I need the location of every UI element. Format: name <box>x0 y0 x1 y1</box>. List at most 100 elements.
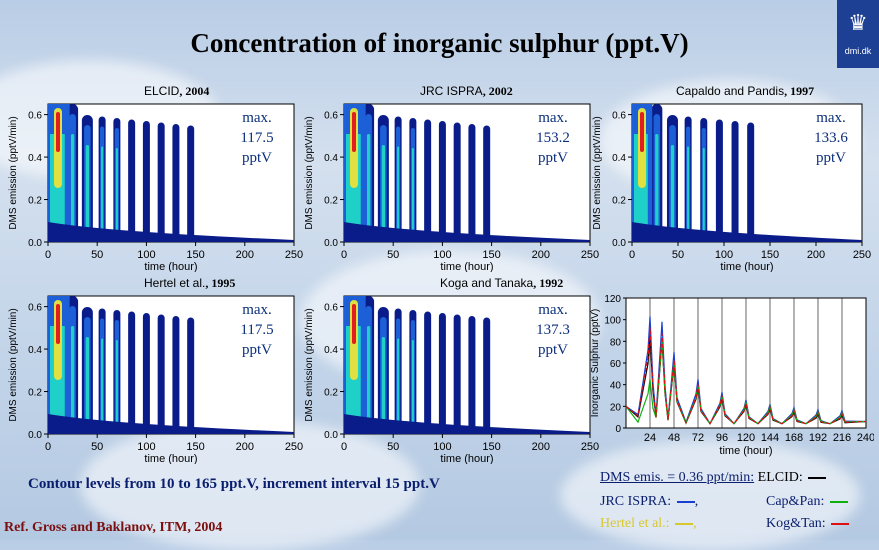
contour-band <box>670 145 675 242</box>
y-tick-label: 120 <box>604 294 621 305</box>
legend-kogtan-line <box>831 522 850 525</box>
x-axis-label: time (hour) <box>720 261 773 272</box>
contour-band <box>366 134 371 242</box>
contour-band <box>187 125 195 242</box>
y-tick-label: 0.6 <box>324 111 338 122</box>
x-axis-label: time (hour) <box>440 453 493 464</box>
contour-floor <box>344 414 590 434</box>
contour-band <box>381 145 386 242</box>
contour-band <box>468 316 476 434</box>
x-tick-label: 100 <box>433 249 451 261</box>
contour-band <box>128 119 136 242</box>
y-tick-label: 0.2 <box>28 196 42 207</box>
x-tick-label: 96 <box>716 432 728 444</box>
x-axis-label: time (hour) <box>144 261 197 272</box>
contour-band <box>157 314 165 434</box>
max-unit: pptV <box>242 342 272 358</box>
contour-band <box>187 317 195 434</box>
x-tick-label: 200 <box>236 249 254 261</box>
contour-peak <box>56 304 60 344</box>
x-tick-label: 168 <box>785 432 803 444</box>
panel-model-label: JRC ISPRA, 2002 <box>420 84 513 99</box>
y-axis-label: DMS emission (pptV/min) <box>592 116 603 229</box>
x-tick-label: 120 <box>737 432 755 444</box>
contour-band <box>411 340 414 434</box>
dmi-logo: ♛ dmi.dk <box>837 0 879 68</box>
panel-model-label: Capaldo and Pandis, 1997 <box>676 84 814 99</box>
panel-model-label: Hertel et al., 1995 <box>144 276 235 291</box>
legend-elcid-line <box>808 476 827 479</box>
y-tick-label: 0.4 <box>28 345 42 356</box>
x-axis-label: time (hour) <box>719 445 772 457</box>
x-tick-label: 100 <box>137 441 155 453</box>
x-axis-label: time (hour) <box>440 261 493 272</box>
contour-band <box>70 326 75 434</box>
y-tick-label: 0 <box>615 424 621 435</box>
contour-band <box>438 313 446 434</box>
logo-text: dmi.dk <box>844 46 872 56</box>
crown-icon: ♛ <box>848 10 868 35</box>
x-tick-label: 0 <box>45 441 51 453</box>
max-unit: pptV <box>242 150 272 166</box>
y-tick-label: 0.2 <box>324 196 338 207</box>
contour-band <box>411 148 414 242</box>
x-tick-label: 250 <box>581 249 599 261</box>
legend-hertel-sep: , <box>693 516 697 531</box>
x-tick-label: 200 <box>532 249 550 261</box>
series-line-kogtan <box>625 327 867 425</box>
y-tick-label: 0.6 <box>28 111 42 122</box>
panel-model-name: Hertel et al. <box>144 276 206 290</box>
legend-line-3: Hertel et al.: , <box>600 516 697 532</box>
contour-band <box>747 122 755 242</box>
contour-band <box>715 119 723 242</box>
x-tick-label: 200 <box>807 249 825 261</box>
legend-jrc-line <box>676 500 695 503</box>
contour-peak <box>640 112 644 152</box>
x-tick-label: 150 <box>186 249 204 261</box>
contour-floor <box>344 222 590 242</box>
x-tick-label: 200 <box>532 441 550 453</box>
y-axis-label: Inorganic Sulphur (pptV) <box>590 309 601 417</box>
max-value: 133.6 <box>814 130 848 146</box>
x-tick-label: 192 <box>809 432 827 444</box>
contour-band <box>115 148 118 242</box>
x-tick-label: 144 <box>761 432 779 444</box>
contour-band <box>483 125 491 242</box>
panel-model-name: Capaldo and Pandis <box>676 84 785 98</box>
contour-band <box>483 317 491 434</box>
contour-band <box>381 337 386 434</box>
legend-hertel-line <box>675 522 694 525</box>
max-value-box: max. 117.5 pptV <box>232 108 282 168</box>
y-tick-label: 0.0 <box>28 430 42 441</box>
contour-band <box>453 122 461 242</box>
contour-levels-note: Contour levels from 10 to 165 ppt.V, inc… <box>28 476 440 492</box>
contour-band <box>115 340 118 434</box>
x-tick-label: 50 <box>672 249 684 261</box>
y-tick-label: 0.6 <box>28 303 42 314</box>
y-axis-label: DMS emission (pptV/min) <box>8 116 19 229</box>
y-tick-label: 0.2 <box>612 196 626 207</box>
x-tick-label: 150 <box>482 441 500 453</box>
y-tick-label: 40 <box>610 381 622 392</box>
contour-band <box>424 119 432 242</box>
contour-panel: Koga and Tanaka, 1992 0 50 100 150 200 250 0.0 0… <box>300 276 600 464</box>
contour-band <box>397 146 400 242</box>
x-tick-label: 50 <box>91 249 103 261</box>
y-tick-label: 0.2 <box>28 388 42 399</box>
panel-model-year: , 2004 <box>179 84 210 98</box>
contour-band <box>85 145 90 242</box>
max-value: 117.5 <box>240 130 274 146</box>
x-tick-label: 250 <box>853 249 871 261</box>
legend-cappan-line <box>829 500 848 503</box>
contour-band <box>438 121 446 242</box>
y-tick-label: 0.0 <box>28 238 42 249</box>
max-label: max. <box>816 110 846 126</box>
legend-jrc-sep: , <box>694 494 699 509</box>
y-tick-label: 0.0 <box>324 238 338 249</box>
contour-band <box>172 316 180 434</box>
x-tick-label: 50 <box>387 441 399 453</box>
x-tick-label: 50 <box>387 249 399 261</box>
max-value-box: max. 133.6 pptV <box>806 108 856 168</box>
contour-band <box>85 337 90 434</box>
x-tick-label: 250 <box>285 249 303 261</box>
